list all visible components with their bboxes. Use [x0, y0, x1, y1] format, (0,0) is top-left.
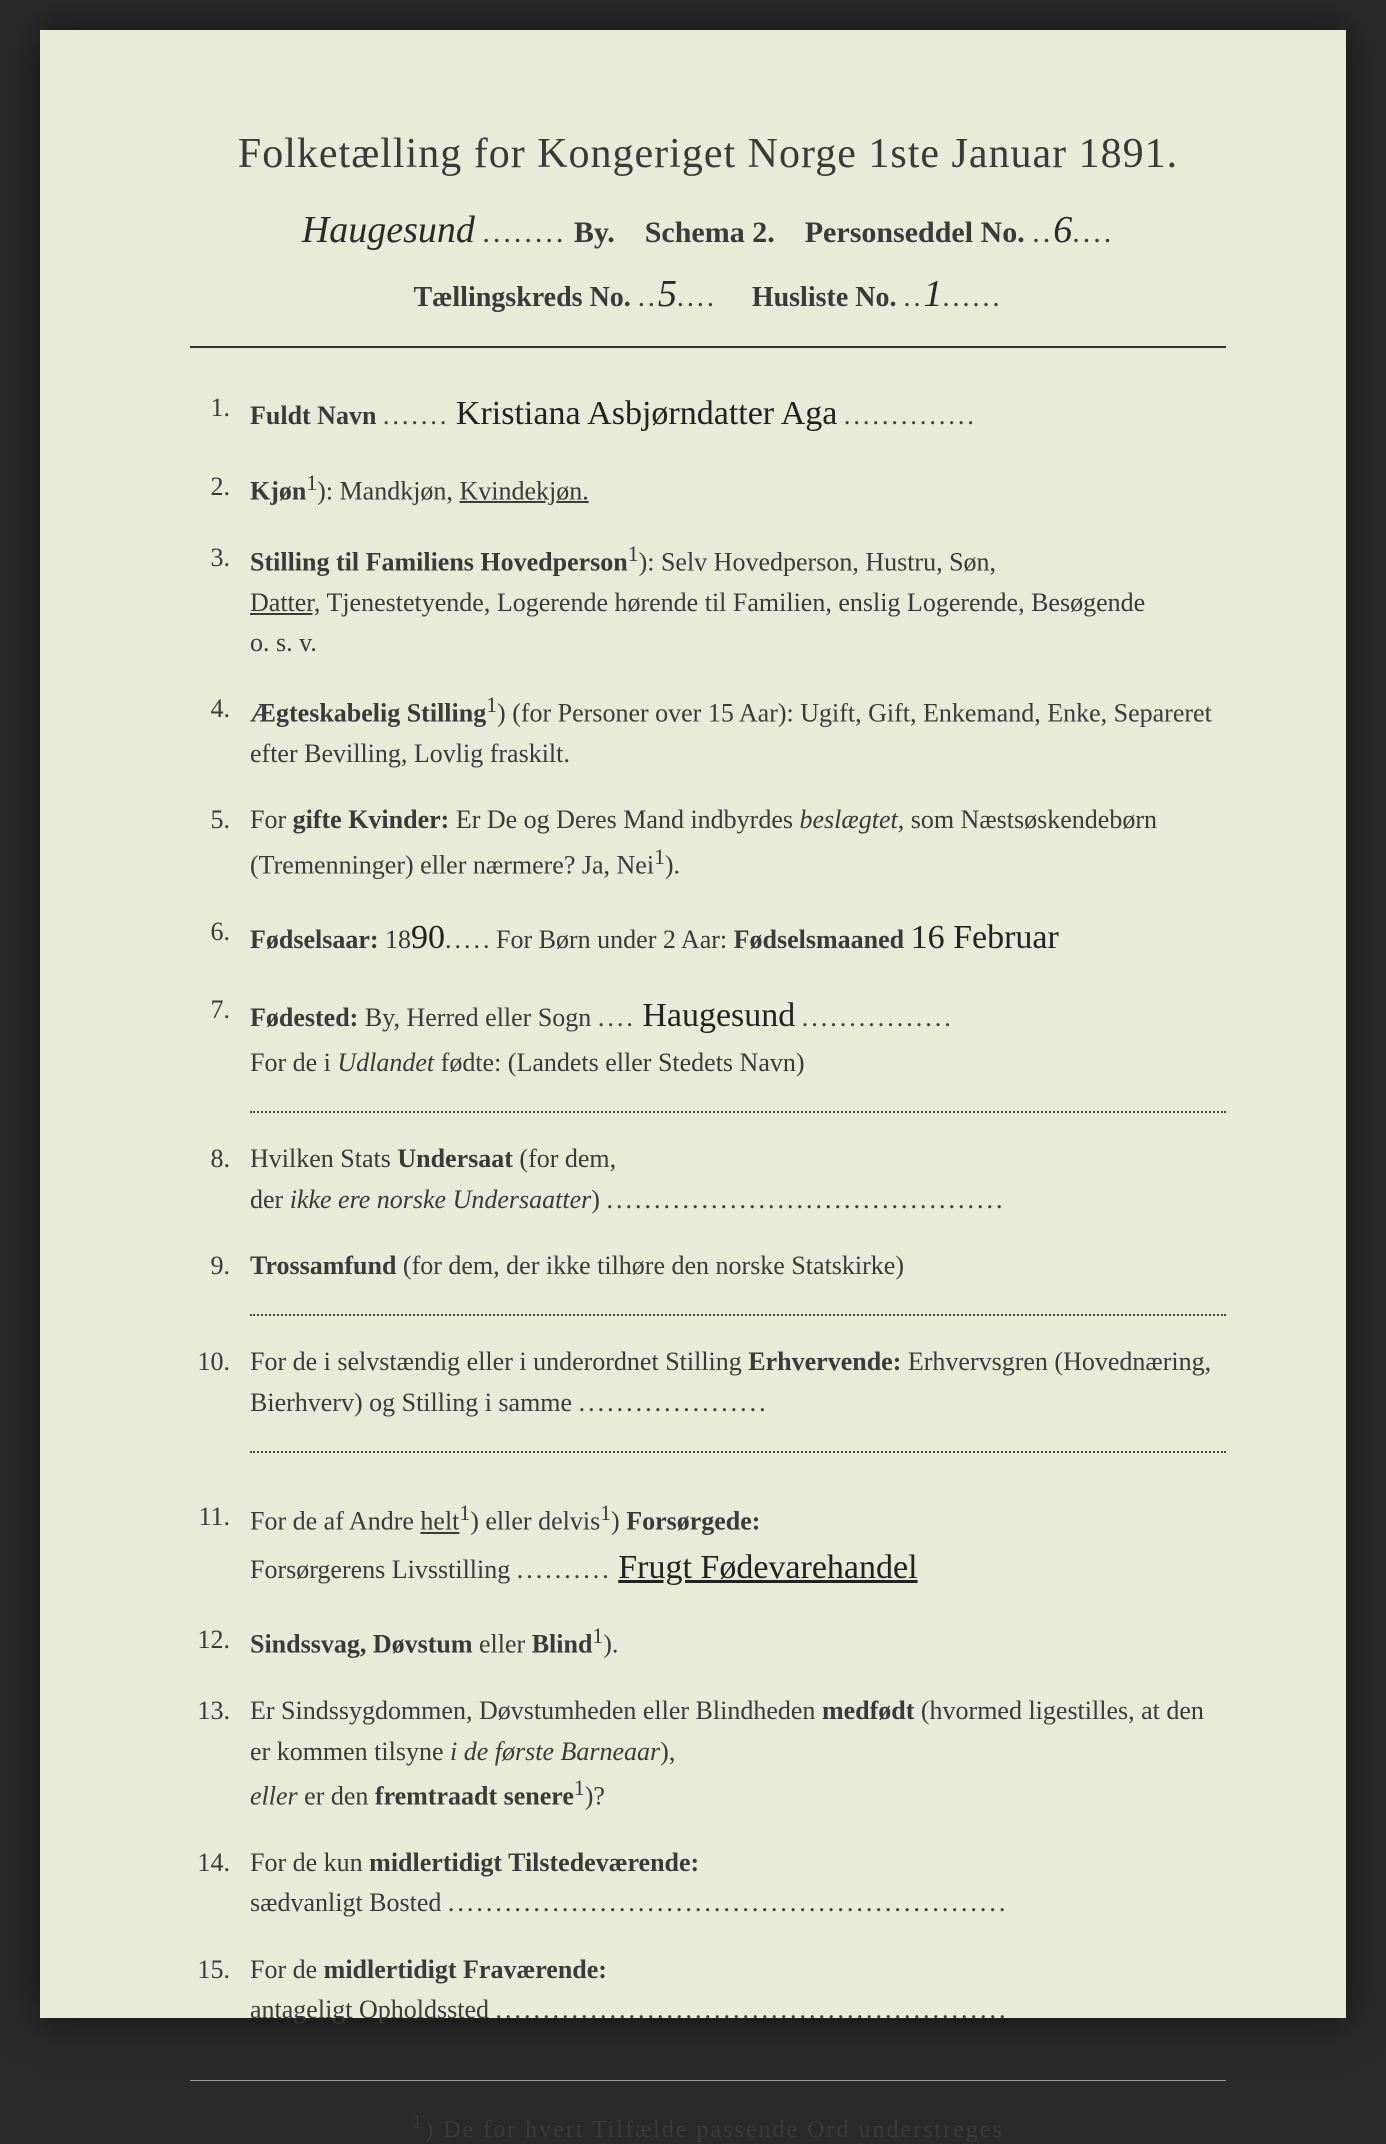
item-9: 9. Trossamfund (for dem, der ikke tilhør…: [190, 1246, 1226, 1316]
by-label: By.: [574, 216, 615, 249]
item-15-label: midlertidigt Fraværende:: [324, 1955, 607, 1984]
item-6-month: 16 Februar: [911, 919, 1059, 956]
dotted-line: [250, 1292, 1226, 1316]
item-7-value: Haugesund: [642, 997, 795, 1034]
item-7-label: Fødested:: [250, 1003, 358, 1032]
item-6-label: Fødselsaar:: [250, 925, 379, 954]
item-4: 4. Ægteskabelig Stilling1) (for Personer…: [190, 689, 1226, 774]
item-number: 12.: [190, 1620, 250, 1665]
item-3-underlined: Datter,: [250, 588, 320, 617]
header-line-1: Haugesund ........ By. Schema 2. Persons…: [190, 208, 1226, 252]
item-number: 10.: [190, 1342, 250, 1453]
item-13: 13. Er Sindssygdommen, Døvstumheden elle…: [190, 1691, 1226, 1817]
item-8-label: Undersaat: [397, 1144, 513, 1173]
item-1-value: Kristiana Asbjørndatter Aga: [456, 395, 837, 432]
item-6: 6. Fødselsaar: 1890..... For Børn under …: [190, 912, 1226, 965]
personseddel-no: 6: [1053, 209, 1072, 251]
item-number: 5.: [190, 800, 250, 885]
personseddel-label: Personseddel No.: [805, 216, 1025, 249]
item-11: 11. For de af Andre helt1) eller delvis1…: [190, 1497, 1226, 1595]
census-form-page: Folketælling for Kongeriget Norge 1ste J…: [40, 30, 1346, 2018]
item-number: 8.: [190, 1139, 250, 1220]
item-3-label: Stilling til Familiens Hovedperson: [250, 547, 628, 576]
item-8: 8. Hvilken Stats Undersaat (for dem, der…: [190, 1139, 1226, 1220]
footnote: 1) De for hvert Tilfælde passende Ord un…: [190, 2080, 1226, 2144]
taellingskreds-no: 5: [658, 273, 677, 315]
header-line-2: Tællingskreds No. ..5.... Husliste No. .…: [190, 272, 1226, 316]
dots: ........: [482, 216, 566, 249]
item-10-label: Erhvervende:: [748, 1347, 901, 1376]
item-14-label: midlertidigt Tilstedeværende:: [369, 1848, 699, 1877]
taellingskreds-label: Tællingskreds No.: [413, 282, 630, 313]
item-number: 1.: [190, 388, 250, 441]
item-2-label: Kjøn: [250, 476, 306, 505]
item-number: 13.: [190, 1691, 250, 1817]
footnote-text: ) De for hvert Tilfælde passende Ord und…: [425, 2117, 1004, 2143]
form-title: Folketælling for Kongeriget Norge 1ste J…: [190, 130, 1226, 178]
item-number: 11.: [190, 1497, 250, 1595]
item-5: 5. For gifte Kvinder: Er De og Deres Man…: [190, 800, 1226, 885]
item-number: 2.: [190, 467, 250, 512]
item-12: 12. Sindssvag, Døvstum eller Blind1).: [190, 1620, 1226, 1665]
item-2-underlined: Kvindekjøn.: [459, 476, 588, 505]
item-15: 15. For de midlertidigt Fraværende: anta…: [190, 1950, 1226, 2031]
item-number: 7.: [190, 990, 250, 1113]
item-7: 7. Fødested: By, Herred eller Sogn .... …: [190, 990, 1226, 1113]
divider: [190, 346, 1226, 348]
item-3: 3. Stilling til Familiens Hovedperson1):…: [190, 538, 1226, 664]
dotted-line: [250, 1089, 1226, 1113]
item-9-label: Trossamfund: [250, 1251, 396, 1280]
item-number: 3.: [190, 538, 250, 664]
item-6-year: 90: [411, 919, 445, 956]
item-1: 1. Fuldt Navn ....... Kristiana Asbjørnd…: [190, 388, 1226, 441]
item-12-label: Sindssvag, Døvstum: [250, 1630, 473, 1659]
husliste-no: 1: [924, 273, 943, 315]
item-number: 14.: [190, 1843, 250, 1924]
item-5-label: gifte Kvinder:: [293, 805, 450, 834]
item-number: 9.: [190, 1246, 250, 1316]
item-2: 2. Kjøn1): Mandkjøn, Kvindekjøn.: [190, 467, 1226, 512]
dotted-line: [250, 1429, 1226, 1453]
item-number: 6.: [190, 912, 250, 965]
city-handwritten: Haugesund: [302, 209, 475, 251]
husliste-label: Husliste No.: [752, 282, 897, 313]
schema-label: Schema 2.: [645, 216, 775, 249]
item-number: 15.: [190, 1950, 250, 2031]
item-number: 4.: [190, 689, 250, 774]
item-4-label: Ægteskabelig Stilling: [250, 699, 486, 728]
item-11-value: Frugt Fødevarehandel: [618, 1549, 917, 1586]
item-10: 10. For de i selvstændig eller i underor…: [190, 1342, 1226, 1453]
item-14: 14. For de kun midlertidigt Tilstedevære…: [190, 1843, 1226, 1924]
item-1-label: Fuldt Navn: [250, 401, 376, 430]
item-11-label: Forsørgede:: [626, 1507, 760, 1536]
